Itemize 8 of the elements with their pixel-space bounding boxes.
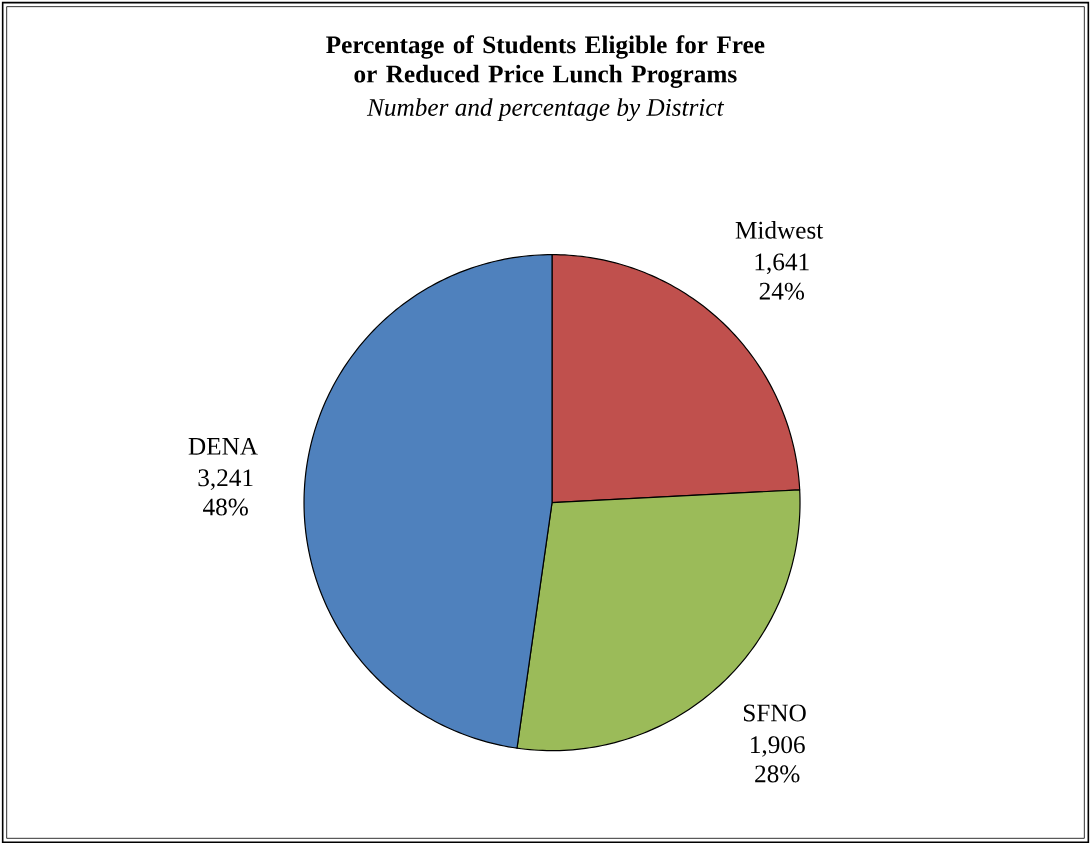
chart-title: Percentage of Students Eligible for Free or Reduced Price Lunch Programs: [326, 35, 765, 88]
slice-label: Midwest: [735, 221, 824, 239]
data-label: 3,241 48%: [198, 469, 253, 516]
data-label: 1,906 28%: [751, 736, 805, 783]
data-label: 1,641 24%: [755, 253, 809, 300]
chart-subtitle: Number and percentage by District: [366, 98, 725, 122]
slice-label: DENA: [188, 437, 258, 455]
slice-label: SFNO: [743, 704, 806, 722]
